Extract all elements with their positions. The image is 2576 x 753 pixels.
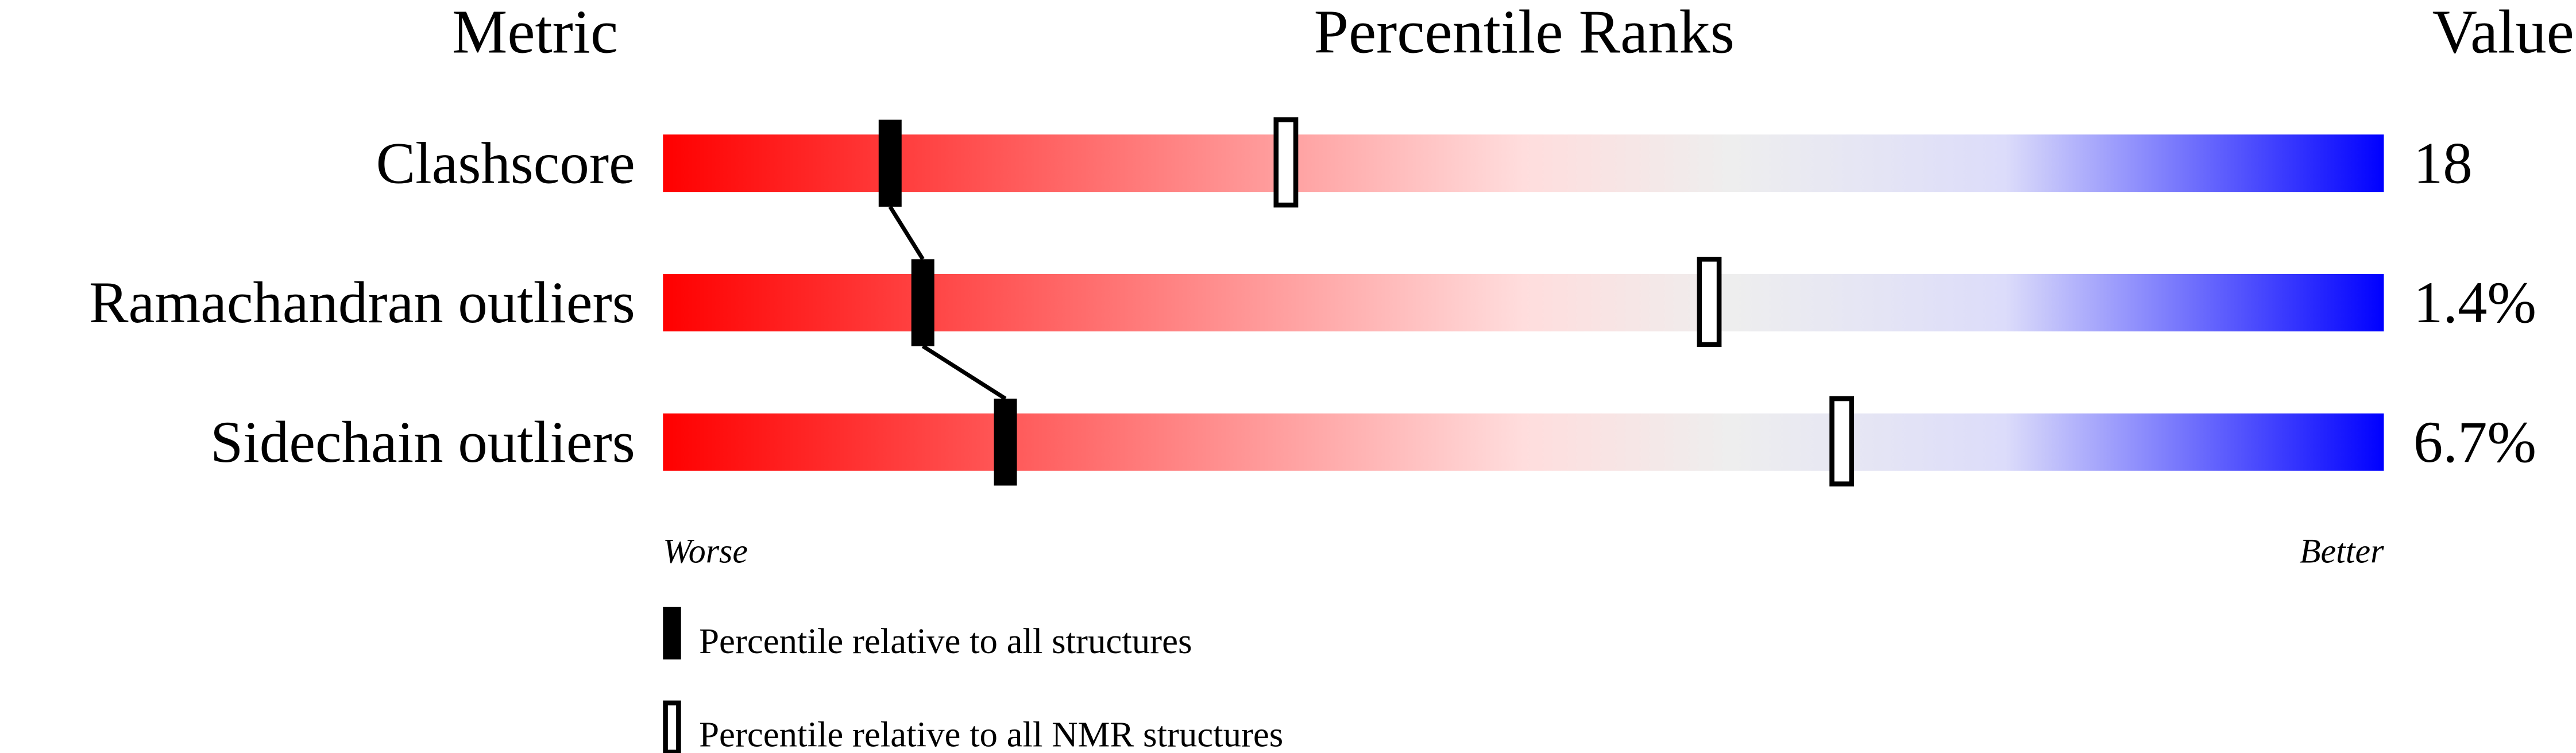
nmr-percentile-marker — [1829, 396, 1855, 486]
nmr-percentile-marker — [1697, 256, 1722, 347]
metric-label: Sidechain outliers — [210, 410, 635, 475]
metric-label: Clashscore — [376, 130, 635, 196]
metric-value: 18 — [2413, 130, 2473, 196]
metric-label: Ramachandran outliers — [89, 270, 635, 335]
percentile-bar — [663, 413, 2384, 471]
connector-line — [888, 205, 925, 261]
legend-filled-marker — [663, 607, 681, 660]
connector-line — [921, 344, 1007, 401]
legend-nmr-structures: Percentile relative to all NMR structure… — [699, 715, 1283, 753]
axis-label-worse: Worse — [663, 532, 748, 570]
all-percentile-marker — [994, 399, 1017, 486]
all-percentile-marker — [878, 119, 902, 207]
percentile-bar — [663, 134, 2384, 192]
legend-hollow-marker — [663, 700, 681, 753]
nmr-percentile-marker — [1273, 117, 1299, 208]
axis-label-better: Better — [2300, 532, 2384, 570]
metric-value: 6.7% — [2413, 410, 2536, 475]
legend-all-structures: Percentile relative to all structures — [699, 621, 1192, 661]
all-percentile-marker — [911, 259, 934, 346]
header-percentile-ranks: Percentile Ranks — [1314, 0, 1735, 66]
percentile-bar — [663, 273, 2384, 331]
header-metric: Metric — [452, 0, 618, 66]
metric-value: 1.4% — [2413, 270, 2536, 335]
header-value: Value — [2432, 0, 2574, 66]
